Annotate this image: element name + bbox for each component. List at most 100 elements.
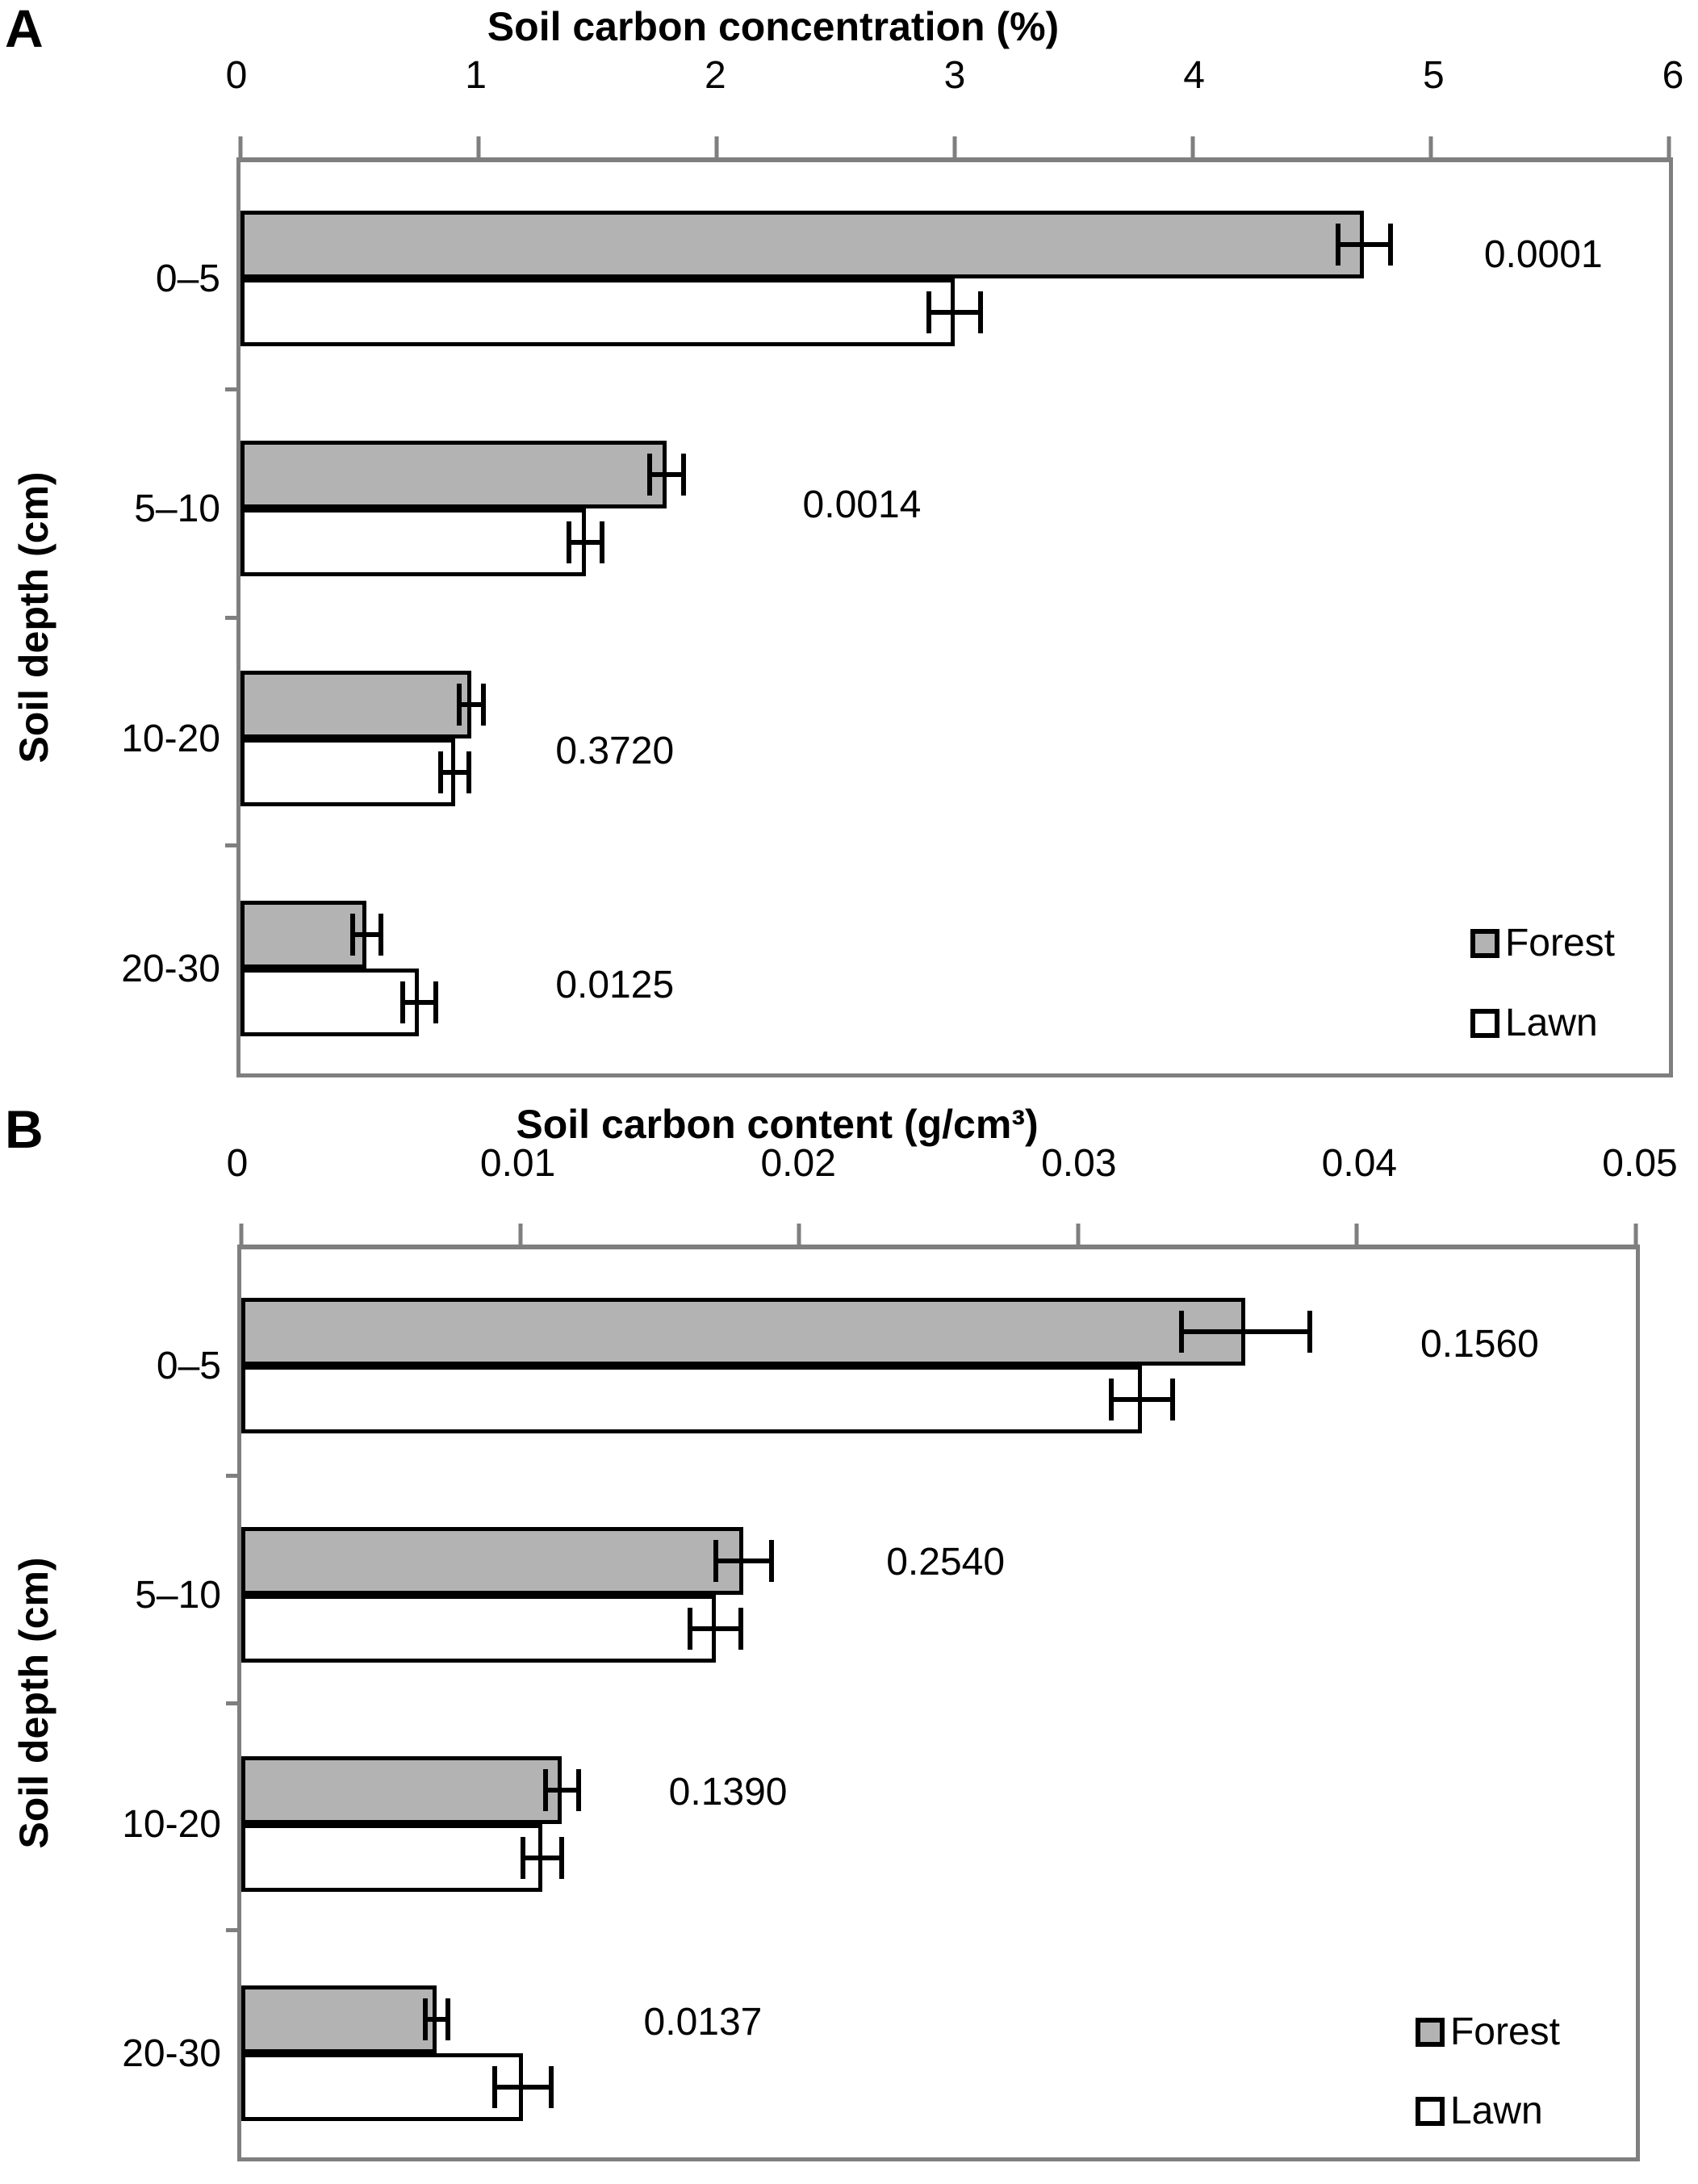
x-axis-tick [952, 136, 957, 157]
panel-a-letter: A [5, 0, 44, 58]
y-axis-tick [225, 843, 236, 847]
x-axis-tick [1633, 1224, 1638, 1245]
category-label: 20-30 [121, 948, 220, 990]
bar-group: 10-20 0.3720 [121, 622, 1669, 852]
bar-lawn [240, 278, 955, 346]
legend-item-lawn: Lawn [1415, 2089, 1543, 2134]
bar-group: 5–10 0.0014 [134, 392, 1669, 622]
category-label: 5–10 [134, 487, 220, 530]
x-axis-tick [238, 136, 243, 157]
legend-item-forest: Forest [1470, 921, 1615, 966]
x-axis-tick [1190, 136, 1195, 157]
error-bar-forest [650, 472, 684, 477]
bar-group: 0–5 0.1560 [157, 1249, 1636, 1479]
error-bar-forest [459, 702, 483, 707]
p-value-label: 0.0125 [555, 964, 675, 1006]
x-tick-label: 6 [1662, 54, 1684, 97]
p-value-label: 0.1560 [1420, 1323, 1539, 1366]
x-tick-label: 0.03 [1041, 1142, 1117, 1185]
bar-lawn [240, 969, 420, 1036]
legend-label: Lawn [1504, 1002, 1598, 1044]
p-value-label: 0.0137 [643, 2001, 763, 2044]
legend-swatch-forest [1415, 2018, 1445, 2047]
x-axis-tick [1354, 1224, 1359, 1245]
category-label: 20-30 [122, 2032, 221, 2075]
bar-forest [241, 1756, 563, 1824]
bar-forest [240, 901, 367, 969]
bar-forest [241, 1298, 1246, 1366]
error-bar-forest [715, 1559, 772, 1563]
x-tick-label: 0.01 [479, 1142, 556, 1185]
error-bar-lawn [690, 1626, 741, 1631]
legend-label: Forest [1449, 2010, 1560, 2053]
bar-forest [240, 671, 472, 738]
bar-lawn [241, 1366, 1143, 1433]
error-bar-lawn [523, 1856, 563, 1860]
x-tick-label: 4 [1183, 54, 1206, 97]
y-axis-tick [225, 615, 236, 620]
panel-a-plot-area: 0–5 0.0001 5–10 0.0014 10-20 0.3720 20-30 0.012… [121, 136, 1673, 1077]
x-tick-label: 0 [226, 1142, 249, 1185]
x-tick-label: 0.05 [1602, 1142, 1678, 1185]
x-tick-label: 1 [465, 54, 487, 97]
error-bar-lawn [440, 770, 470, 775]
x-tick-label: 5 [1422, 54, 1445, 97]
error-bar-forest [425, 2017, 448, 2022]
legend-swatch-forest [1470, 929, 1499, 958]
error-bar-lawn [402, 1000, 436, 1005]
error-bar-lawn [495, 2085, 551, 2090]
error-bar-forest [352, 932, 382, 937]
x-axis-tick [476, 136, 481, 157]
bar-group: 0–5 0.0001 [156, 162, 1669, 392]
bar-lawn [240, 508, 586, 576]
panel-b-title: Soil carbon content (g/cm³) [516, 1102, 1039, 1147]
x-tick-label: 0.04 [1321, 1142, 1398, 1185]
legend-swatch-lawn [1415, 2097, 1445, 2126]
bar-forest [241, 1985, 437, 2053]
legend-swatch-lawn [1470, 1009, 1499, 1038]
bar-forest [241, 1527, 744, 1595]
x-tick-label: 0 [225, 54, 248, 97]
x-axis-tick [1667, 136, 1671, 157]
x-axis-tick [714, 136, 719, 157]
y-axis-tick [226, 1927, 237, 1932]
error-bar-forest [1181, 1329, 1310, 1334]
category-label: 5–10 [135, 1574, 221, 1617]
bar-lawn [241, 1824, 543, 1892]
x-axis-tick [518, 1224, 523, 1245]
x-axis-tick [1076, 1224, 1081, 1245]
bar-forest [240, 441, 667, 508]
y-axis-tick [226, 1701, 237, 1705]
error-bar-lawn [928, 310, 981, 315]
x-tick-label: 0.02 [760, 1142, 836, 1185]
legend-label: Lawn [1449, 2090, 1543, 2132]
legend-item-forest: Forest [1415, 2010, 1560, 2055]
x-tick-label: 3 [943, 54, 966, 97]
panel-b-plot-area: 0–5 0.1560 5–10 0.2540 10-20 0.1390 20-30 0.013… [122, 1224, 1640, 2161]
x-axis-tick [797, 1224, 801, 1245]
x-axis-tick [239, 1224, 244, 1245]
bar-group: 10-20 0.1390 [122, 1708, 1636, 1937]
y-axis-tick [226, 1474, 237, 1479]
bar-lawn [241, 2053, 524, 2121]
bar-group: 20-30 0.0137 [122, 1937, 1636, 2166]
p-value-label: 0.3720 [555, 730, 675, 772]
category-label: 0–5 [155, 257, 220, 300]
p-value-label: 0.1390 [668, 1771, 788, 1814]
legend-label: Forest [1504, 922, 1615, 964]
p-value-label: 0.2540 [886, 1541, 1006, 1584]
p-value-label: 0.0001 [1483, 233, 1603, 276]
bar-forest [240, 211, 1365, 278]
category-label: 0–5 [156, 1345, 221, 1387]
p-value-label: 0.0014 [802, 483, 922, 526]
category-label: 10-20 [121, 718, 220, 760]
error-bar-forest [1337, 242, 1391, 247]
bar-lawn [240, 738, 455, 806]
bar-group: 20-30 0.0125 [121, 852, 1669, 1082]
panel-b-letter: B [5, 1099, 44, 1159]
y-axis-tick [225, 387, 236, 392]
category-label: 10-20 [122, 1803, 221, 1846]
error-bar-lawn [1111, 1397, 1173, 1402]
error-bar-lawn [569, 540, 603, 545]
